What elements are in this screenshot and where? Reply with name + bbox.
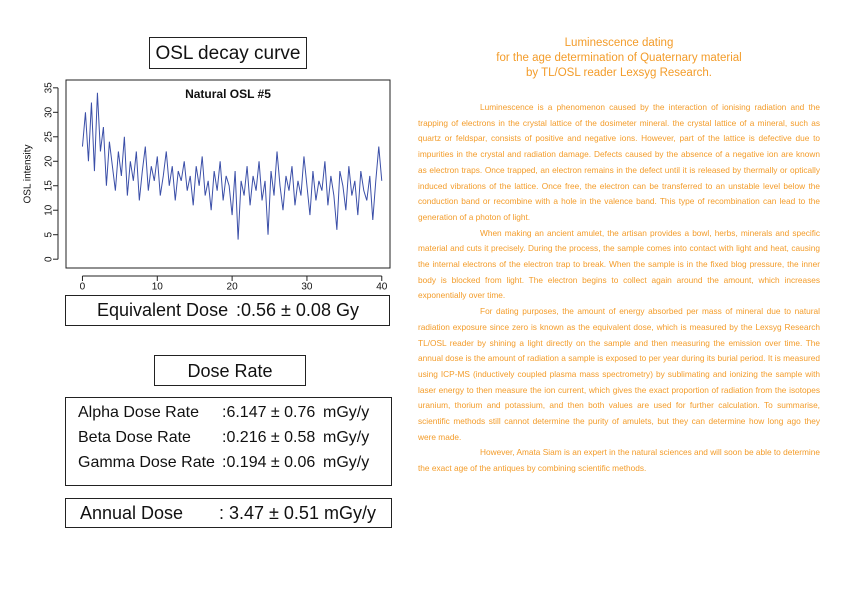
paragraph: For dating purposes, the amount of energ…: [418, 306, 820, 442]
x-tick-label: 40: [376, 282, 388, 293]
paragraph: Luminescence is a phenomenon caused by t…: [418, 102, 820, 222]
paragraph: When making an ancient amulet, the artis…: [418, 227, 820, 301]
spacer: [418, 81, 820, 100]
annual-dose-box: Annual Dose : 3.47 ± 0.51 mGy/y: [65, 498, 392, 528]
rate-value: :0.216 ± 0.58: [222, 429, 316, 446]
article: Luminescence dating for the age determina…: [418, 36, 820, 477]
label: Annual Dose: [80, 503, 184, 523]
heading-box: OSL decay curve: [149, 37, 307, 69]
paragraph: However, Amata Siam is an expert in the …: [418, 447, 820, 474]
y-tick-label: 30: [44, 106, 55, 118]
rate-unit: mGy/y: [323, 404, 370, 421]
y-tick-label: 20: [44, 155, 55, 167]
rate-label: Alpha Dose Rate: [78, 404, 199, 421]
chart-title: Natural OSL #5: [185, 87, 271, 101]
article-title: by TL/OSL reader Lexsyg Research.: [525, 67, 712, 79]
rate-unit: mGy/y: [323, 454, 370, 471]
heading: OSL decay curve: [155, 43, 301, 64]
rate-value: :6.147 ± 0.76: [222, 404, 316, 421]
x-tick-label: 20: [227, 282, 239, 293]
rate-label: Beta Dose Rate: [78, 429, 191, 446]
rate-label: Gamma Dose Rate: [78, 454, 215, 471]
label: Equivalent Dose: [97, 300, 229, 320]
article-title: Luminescence dating: [564, 37, 674, 49]
y-tick-label: 35: [44, 82, 55, 94]
y-tick-label: 5: [44, 231, 55, 237]
value: : 3.47 ± 0.51 mGy/y: [219, 503, 376, 523]
dose-rate-heading-box: Dose Rate: [154, 355, 306, 386]
rate-unit: mGy/y: [323, 429, 370, 446]
y-tick-label: 0: [44, 256, 55, 262]
article-title: for the age determination of Quaternary …: [496, 52, 742, 64]
y-tick-label: 10: [44, 204, 55, 216]
equivalent-dose-box: Equivalent Dose :0.56 ± 0.08 Gy: [65, 295, 390, 326]
rate-value: :0.194 ± 0.06: [222, 454, 316, 471]
y-axis-label: OSL intensity: [23, 144, 34, 203]
y-tick-label: 15: [44, 180, 55, 192]
dose-rate-box: Alpha Dose Rate :6.147 ± 0.76 mGy/y Beta Do…: [65, 397, 392, 486]
chart: Natural OSL #5 OSL intensity 0 5 10 15 20 25 3…: [23, 79, 391, 293]
plot-frame: [65, 79, 391, 269]
x-tick-label: 30: [301, 282, 313, 293]
heading: Dose Rate: [187, 361, 273, 381]
data-line: [81, 92, 383, 240]
x-tick-label: 0: [80, 282, 86, 293]
x-tick-label: 10: [152, 282, 164, 293]
y-tick-label: 25: [44, 131, 55, 143]
value: :0.56 ± 0.08 Gy: [236, 300, 359, 320]
